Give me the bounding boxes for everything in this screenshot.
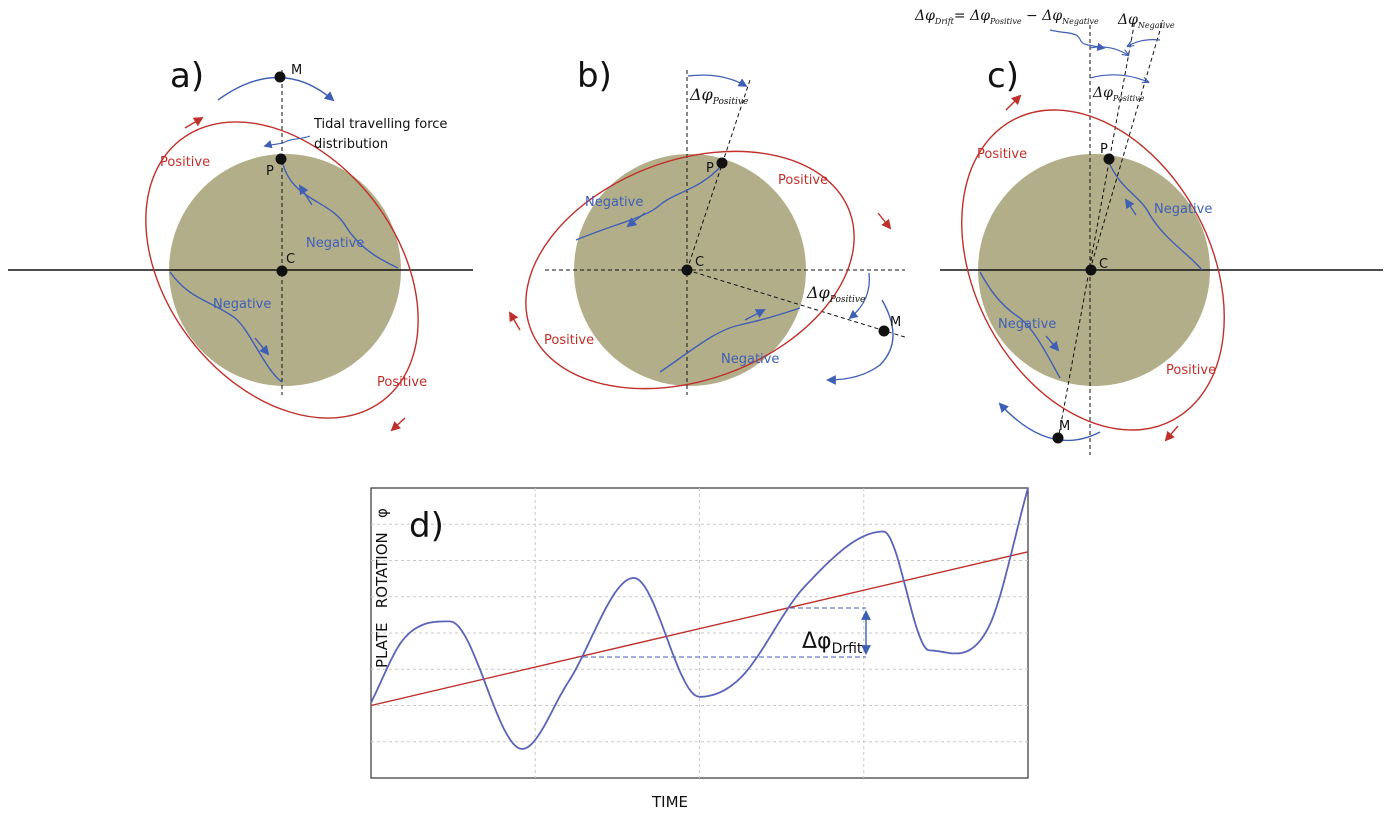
point-p-b xyxy=(716,157,728,169)
label-negative-bottom-b: Negative xyxy=(721,352,779,367)
x-axis-label: TIME xyxy=(651,793,688,811)
label-c-a: C xyxy=(286,252,295,267)
angle-arc-neg-c xyxy=(1128,39,1161,46)
label-negative-top-b: Negative xyxy=(585,195,643,210)
panel-d-chart: d) ΔφDrfit TIME PLATE ROTATION φ xyxy=(370,487,1029,811)
orbit-arrow-left-b xyxy=(509,311,521,331)
moon-arc-c xyxy=(998,402,1101,442)
eq-pointer-c xyxy=(1049,29,1106,52)
rotation-oscillation-line xyxy=(370,487,1029,750)
label-negative-left-a: Negative xyxy=(213,297,271,312)
eq-mid2-sym-c: − Δφ xyxy=(1022,8,1063,24)
dphi-top-sub-b: Positive xyxy=(712,97,749,107)
orbit-arrow-bottom-c xyxy=(1164,425,1179,442)
label-positive-top-c: Positive xyxy=(977,147,1027,162)
label-positive-top-a: Positive xyxy=(160,155,210,170)
eq-mid1-sym-c: = Δφ xyxy=(954,8,990,24)
tidal-wave-c xyxy=(979,159,1203,379)
wave-arrow-left-b xyxy=(626,212,646,228)
tidal-wave-a xyxy=(169,159,399,383)
moon-arc-b xyxy=(826,299,894,385)
panel-b: b) P C M ΔφPositive ΔφPositive Negative … xyxy=(509,56,909,395)
dphi-top-b: ΔφPositive xyxy=(689,85,748,107)
wave-arrow-up-a xyxy=(298,184,313,206)
label-negative-right-a: Negative xyxy=(306,236,364,251)
orbit-ellipse-b xyxy=(525,150,855,390)
dphi-neg-sym-c: Δφ xyxy=(1117,12,1138,28)
dphi-top-sym-b: Δφ xyxy=(689,85,714,104)
dphi-neg-sub-c: Negative xyxy=(1137,21,1175,30)
angle-arc-top-b xyxy=(687,74,748,87)
orbit-ellipse-c xyxy=(961,109,1225,431)
label-negative-right-c: Negative xyxy=(1154,202,1212,217)
dphi-pos-sym-c: Δφ xyxy=(1092,85,1113,101)
panel-label-a: a) xyxy=(170,56,204,96)
orbit-ellipse-a xyxy=(145,121,419,419)
trend-line xyxy=(370,551,1029,707)
label-m-a: M xyxy=(291,63,302,78)
angle-arc-right-b xyxy=(848,272,871,320)
label-positive-left-b: Positive xyxy=(544,333,594,348)
label-c-b: C xyxy=(695,255,704,270)
label-positive-bottom-a: Positive xyxy=(377,375,427,390)
label-p-b: P xyxy=(706,161,714,176)
label-c-c: C xyxy=(1099,257,1108,272)
eq-mid1-sub-c: Positive xyxy=(989,17,1022,26)
eq-lhs-sub-c: Drift xyxy=(934,17,955,26)
point-m-c xyxy=(1052,432,1064,444)
y-axis-label: PLATE ROTATION φ xyxy=(373,508,391,668)
drift-annotation-sym: Δφ xyxy=(802,629,832,654)
point-m-b xyxy=(878,325,890,337)
panel-c: c) P C M ΔφDrift= ΔφPositive − ΔφNegativ… xyxy=(914,8,1383,455)
angle-arc-drift-c xyxy=(1089,46,1128,55)
label-m-b: M xyxy=(890,315,901,330)
point-m-a xyxy=(274,71,286,83)
dphi-pos-sub-c: Positive xyxy=(1112,94,1145,103)
moon-arc-a xyxy=(217,76,335,102)
point-p-c xyxy=(1103,153,1115,165)
angle-arc-pos-c xyxy=(1089,74,1148,82)
label-m-c: M xyxy=(1059,419,1070,434)
point-c-b xyxy=(681,264,693,276)
point-c-a xyxy=(276,265,288,277)
wave-arrow-down-a xyxy=(254,337,270,356)
note-pointer-a xyxy=(263,135,311,149)
note-line2-a: distribution xyxy=(314,137,388,152)
orbit-arrow-top-c xyxy=(1005,94,1022,111)
drift-equation-c: ΔφDrift= ΔφPositive − ΔφNegative xyxy=(914,8,1099,26)
point-p-a xyxy=(275,153,287,165)
panel-label-b: b) xyxy=(577,56,612,96)
point-c-c xyxy=(1085,264,1097,276)
tilted-axis-2-c xyxy=(1089,19,1164,271)
label-positive-bottom-c: Positive xyxy=(1166,363,1216,378)
dphi-right-sym-b: Δφ xyxy=(806,283,831,302)
dphi-pos-c: ΔφPositive xyxy=(1092,85,1145,103)
label-p-c: P xyxy=(1100,142,1108,157)
note-line1-a: Tidal travelling force xyxy=(313,117,447,132)
drift-annotation-sub: Drfit xyxy=(832,641,863,657)
dphi-right-sub-b: Positive xyxy=(829,295,866,305)
panel-a: a) M P C Tidal travelling force distribu… xyxy=(8,56,473,432)
panel-label-c: c) xyxy=(987,56,1019,96)
wave-arrow-right-b xyxy=(744,309,766,321)
tidal-wave-b xyxy=(575,164,801,373)
tilted-axis-top-b xyxy=(686,79,751,271)
orbit-arrow-top-a xyxy=(184,117,204,129)
tilted-axis-1-c xyxy=(1057,19,1136,441)
dphi-neg-c: ΔφNegative xyxy=(1117,12,1175,30)
eq-mid2-sub-c: Negative xyxy=(1061,17,1099,26)
panel-label-d: d) xyxy=(409,506,444,546)
label-positive-right-b: Positive xyxy=(778,173,828,188)
eq-lhs-sym-c: Δφ xyxy=(914,8,935,24)
dphi-right-b: ΔφPositive xyxy=(806,283,865,305)
label-negative-left-c: Negative xyxy=(998,317,1056,332)
drift-annotation: ΔφDrfit xyxy=(802,629,863,657)
wave-arrow-down-c xyxy=(1045,335,1060,352)
tilted-axis-m-b xyxy=(686,269,909,339)
label-p-a: P xyxy=(266,164,274,179)
wave-arrow-up-c xyxy=(1124,198,1137,216)
orbit-arrow-bottom-a xyxy=(390,417,406,432)
orbit-arrow-right-b xyxy=(877,212,892,230)
